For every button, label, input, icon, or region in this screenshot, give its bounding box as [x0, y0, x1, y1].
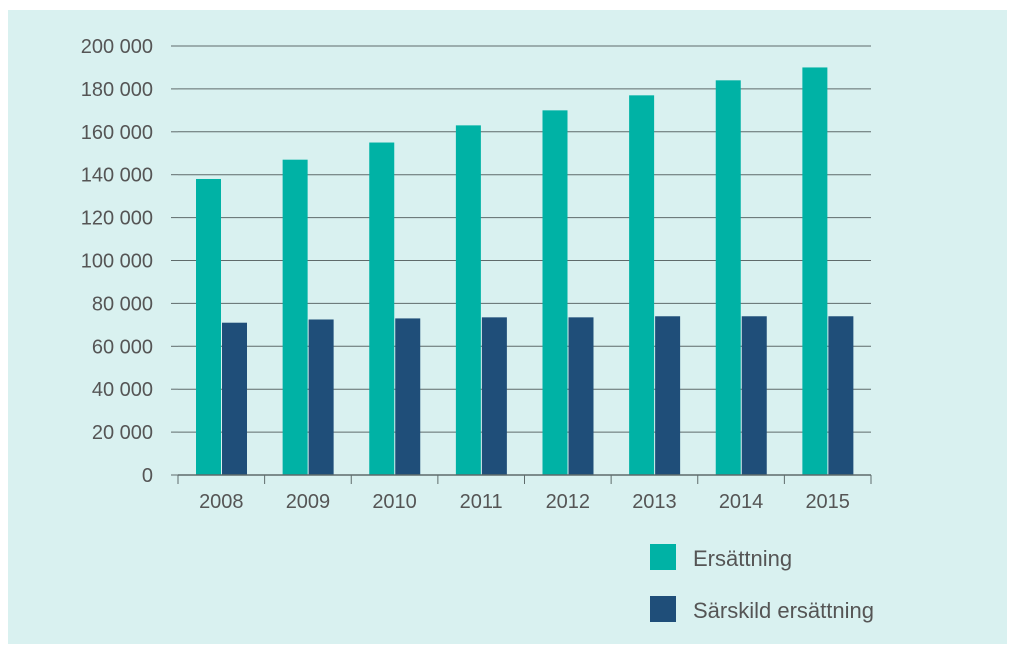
chart-frame: 0 20 000 40 000 60 000 80 000 100 000 120 000 1… — [8, 10, 1007, 644]
bar-sarskild-ersattning — [222, 322, 247, 475]
x-tick-label: 2012 — [546, 491, 591, 513]
y-tick-label: 0 — [142, 465, 153, 487]
bar-ersattning — [629, 95, 655, 476]
gridlines — [178, 45, 871, 476]
bar-sarskild-ersattning — [308, 319, 334, 475]
y-tick-label: 60 000 — [92, 336, 153, 358]
x-tick-label: 2013 — [632, 491, 677, 513]
x-tick-label: 2014 — [719, 491, 764, 513]
y-axis-ticks: 0 20 000 40 000 60 000 80 000 100 000 120 000 1… — [81, 36, 178, 487]
bars — [196, 67, 854, 476]
y-tick-label: 20 000 — [92, 422, 153, 444]
bar-sarskild-ersattning — [481, 317, 507, 475]
x-tick-label: 2010 — [372, 491, 417, 513]
bar-ersattning — [455, 125, 481, 476]
bar-sarskild-ersattning — [741, 316, 767, 475]
legend-swatch-sarskild-ersattning — [650, 596, 676, 622]
legend-swatch-ersattning — [650, 544, 676, 570]
y-tick-label: 40 000 — [92, 379, 153, 401]
y-tick-label: 160 000 — [81, 122, 153, 144]
y-tick-label: 200 000 — [81, 36, 153, 58]
legend-label-sarskild-ersattning: Särskild ersättning — [693, 598, 874, 623]
x-tick-label: 2011 — [460, 491, 503, 513]
bar-sarskild-ersattning — [395, 318, 421, 475]
bar-ersattning — [282, 159, 308, 475]
legend: Ersättning Särskild ersättning — [650, 544, 874, 623]
y-tick-label: 180 000 — [81, 79, 153, 101]
bar-ersattning — [196, 178, 221, 476]
y-tick-label: 140 000 — [81, 165, 153, 187]
bar-ersattning — [542, 110, 568, 475]
x-axis: 2008 2009 2010 2011 2012 2013 2014 2015 — [177, 474, 872, 513]
bar-ersattning — [369, 142, 395, 475]
x-tick-label: 2008 — [199, 491, 244, 513]
bar-sarskild-ersattning — [568, 317, 594, 475]
bar-ersattning — [802, 67, 828, 475]
bar-sarskild-ersattning — [828, 316, 854, 475]
bar-sarskild-ersattning — [655, 316, 681, 475]
bar-chart: 0 20 000 40 000 60 000 80 000 100 000 120 000 1… — [81, 36, 874, 623]
y-tick-label: 80 000 — [92, 293, 153, 315]
y-tick-label: 100 000 — [81, 251, 153, 273]
x-tick-label: 2015 — [805, 491, 850, 513]
y-tick-label: 120 000 — [81, 208, 153, 230]
x-tick-label: 2009 — [286, 491, 331, 513]
legend-label-ersattning: Ersättning — [693, 546, 792, 571]
bar-ersattning — [715, 80, 741, 475]
